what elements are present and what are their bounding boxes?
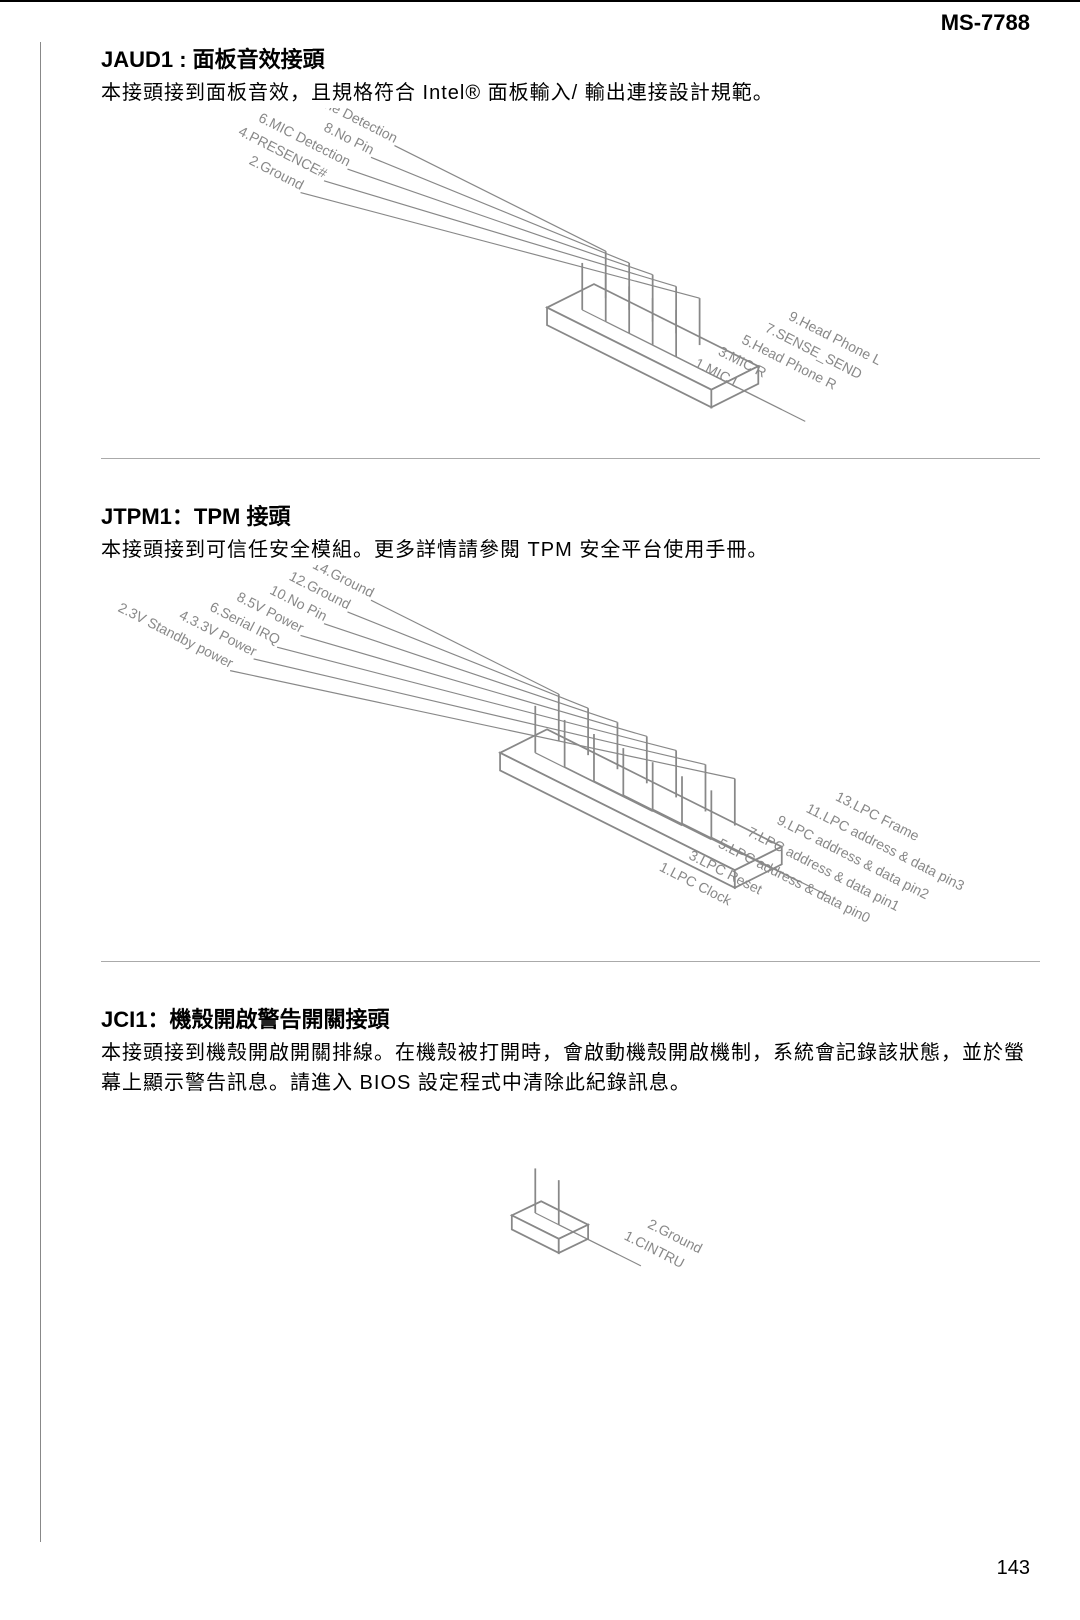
jaud1-desc: 本接頭接到面板音效，且規格符合 Intel® 面板輸入/ 輸出連接設計規範。 (101, 78, 1040, 108)
section-jci1: JCI1：機殼開啟警告開關接頭 本接頭接到機殼開啟開關排線。在機殼被打開時，會啟… (101, 1002, 1040, 1314)
section-jaud1: JAUD1 : 面板音效接頭 本接頭接到面板音效，且規格符合 Intel® 面板… (101, 42, 1040, 459)
jci1-diagram: 2.Ground 1.CINTRU (101, 1098, 1040, 1309)
jci1-title: JCI1：機殼開啟警告開關接頭 (101, 1002, 1040, 1034)
jci1-desc: 本接頭接到機殼開啟開關排線。在機殼被打開時，會啟動機殼開啟機制，系統會記錄該狀態… (101, 1038, 1040, 1098)
jaud1-diagram: 10.Head Phone Detection 8.No Pin 6.MIC D… (101, 108, 1040, 437)
divider (101, 961, 1040, 962)
jaud1-title: JAUD1 : 面板音效接頭 (101, 42, 1040, 74)
jtpm1-diagram: 14.Ground 12.Ground 10.No Pin 8.5V Power… (101, 565, 1040, 941)
divider (101, 458, 1040, 459)
page-number: 143 (997, 1557, 1030, 1580)
manual-page: MS-7788 JAUD1 : 面板音效接頭 本接頭接到面板音效，且規格符合 I… (0, 0, 1080, 1620)
jtpm1-title: JTPM1：TPM 接頭 (101, 499, 1040, 531)
jtpm1-desc: 本接頭接到可信任安全模組。更多詳情請參閱 TPM 安全平台使用手冊。 (101, 535, 1040, 565)
section-jtpm1: JTPM1：TPM 接頭 本接頭接到可信任安全模組。更多詳情請參閱 TPM 安全… (101, 499, 1040, 963)
page-content: JAUD1 : 面板音效接頭 本接頭接到面板音效，且規格符合 Intel® 面板… (40, 42, 1040, 1542)
model-number: MS-7788 (941, 10, 1030, 36)
